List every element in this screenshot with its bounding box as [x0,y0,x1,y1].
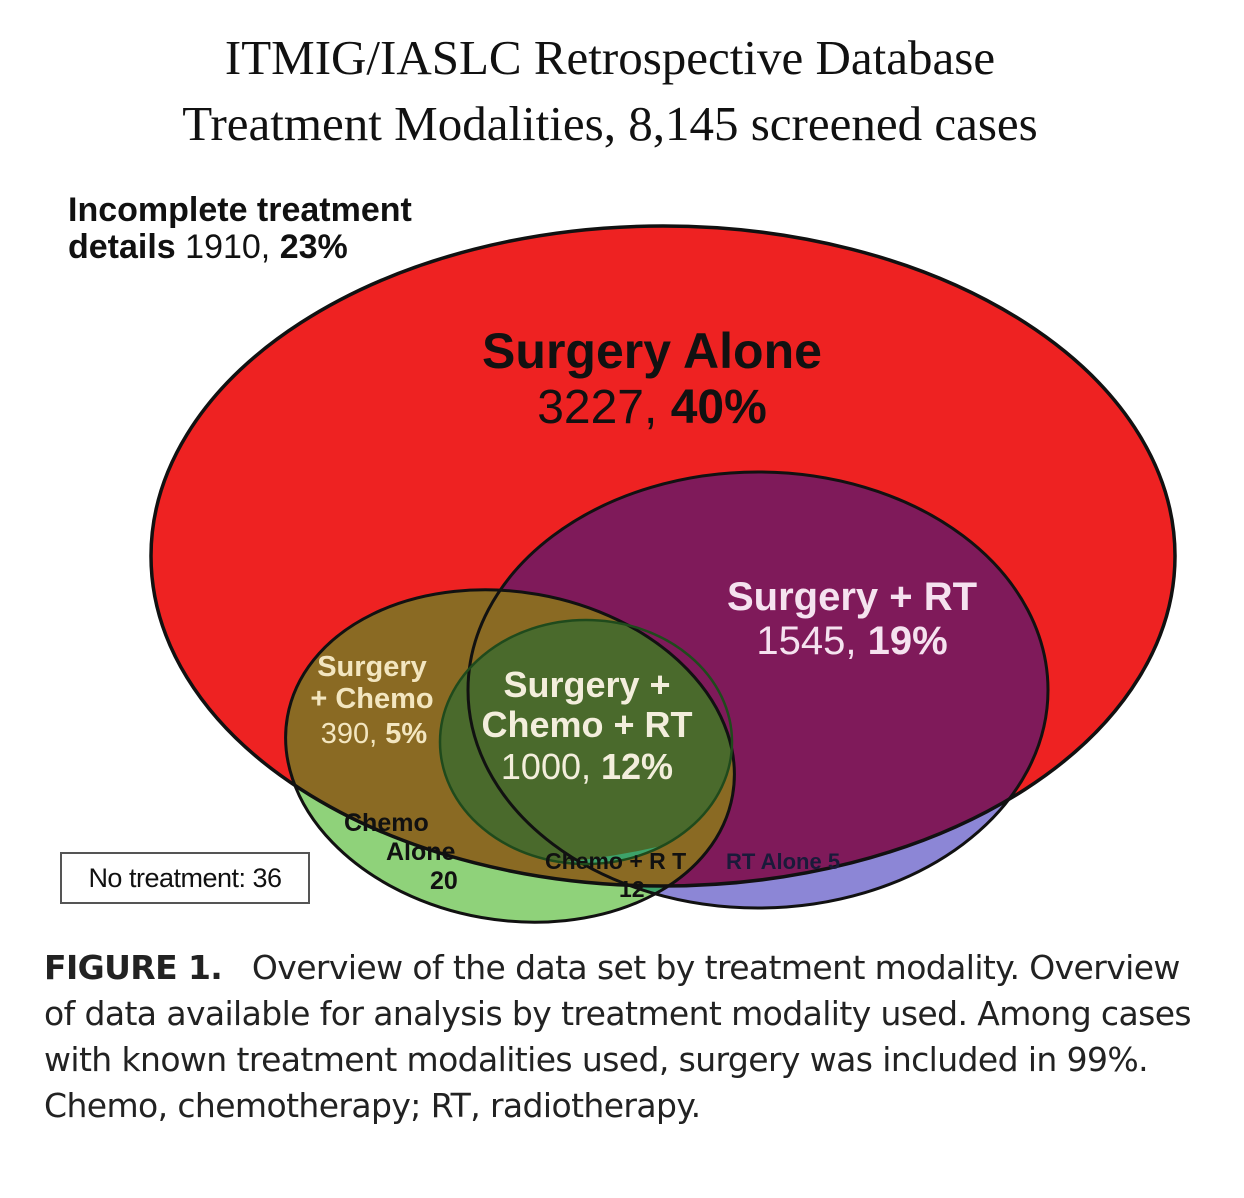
incomplete-label-line-2: details 1910, 23% [68,228,348,266]
figure-caption: FIGURE 1. Overview of the data set by tr… [44,945,1214,1129]
incomplete-label-word: details [68,228,176,266]
surgery-alone-value: 3227, 40% [537,381,767,434]
inner-outline [438,618,734,866]
rt-alone-label: RT Alone 5 [726,849,840,874]
surgery-rt-count: 1545, [756,619,856,663]
surgery-alone-label: Surgery Alone [482,323,822,379]
surgery-outline [149,224,1177,888]
figure-title-line-2: Treatment Modalities, 8,145 screened cas… [182,96,1038,151]
chemo-rt-count: 12 [619,876,645,902]
incomplete-percent: 23% [280,228,348,266]
surgery-chemo-label-line-2: + Chemo [310,683,433,715]
surgery-rt-label: Surgery + RT [727,575,977,619]
surgery-chemo-rt-count: 1000, [501,746,591,787]
surgery-alone-count: 3227, [537,381,657,434]
surgery-chemo-rt-value: 1000, 12% [501,746,673,787]
surgery-chemo-percent: 5% [385,718,427,750]
caption-label: FIGURE 1. [44,948,223,987]
incomplete-label-line-1: Incomplete treatment [68,191,412,229]
surgery-alone-percent: 40% [671,381,767,434]
surgery-chemo-label-line-1: Surgery [317,651,427,683]
rt-outline [466,470,1050,910]
venn-diagram: Incomplete treatment details 1910, 23% S… [68,191,1177,924]
incomplete-count: 1910, [185,228,270,266]
surgery-chemo-rt-label-line-1: Surgery + [503,664,670,705]
chemo-outline [284,588,736,924]
no-treatment-box: No treatment: 36 [60,852,310,904]
figure-title-line-1: ITMIG/IASLC Retrospective Database [224,30,996,85]
chemo-alone-label-line-1: Chemo [344,809,429,837]
surgery-rt-percent: 19% [868,619,948,663]
surgery-chemo-value: 390, 5% [321,718,428,750]
caption-text: Overview of the data set by treatment mo… [44,948,1192,1125]
chemo-rt-label: Chemo + R T [545,848,686,874]
surgery-chemo-rt-label-line-2: Chemo + RT [481,704,692,745]
chemo-alone-label-line-2: Alone [386,838,456,866]
surgery-rt-value: 1545, 19% [756,619,947,663]
surgery-chemo-rt-percent: 12% [601,746,673,787]
surgery-chemo-count: 390, [321,718,377,750]
chemo-alone-count: 20 [430,867,458,895]
surgery-chemo-rt-region [440,620,732,864]
